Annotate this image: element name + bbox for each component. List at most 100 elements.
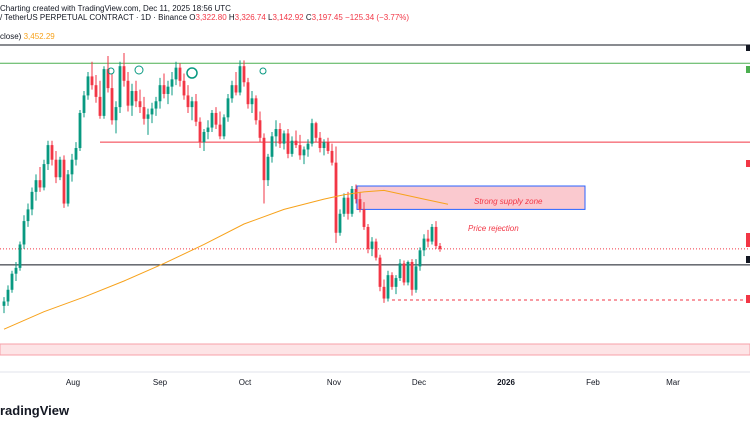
x-tick-label: Dec	[412, 378, 426, 387]
candle-up	[322, 142, 326, 149]
candle-up	[270, 136, 274, 157]
candle-down	[426, 238, 430, 242]
candle-down	[374, 241, 378, 258]
candle-up	[118, 66, 122, 108]
supply-zone-group: Strong supply zone Price rejection	[356, 185, 586, 233]
candle-up	[422, 238, 426, 251]
candle-down	[138, 101, 142, 108]
candle-up	[342, 197, 346, 214]
candle-up	[146, 114, 150, 119]
candle-up	[14, 267, 18, 274]
price-rejection-label: Price rejection	[468, 224, 519, 233]
candle-down	[362, 209, 366, 227]
candle-up	[70, 159, 74, 175]
candle-up	[102, 69, 106, 116]
candle-down	[142, 107, 146, 119]
candle-down	[162, 85, 166, 94]
candle-down	[246, 82, 250, 105]
candle-up	[66, 174, 70, 204]
candle-down	[358, 199, 362, 210]
candle-up	[166, 86, 170, 94]
right-axis-marks	[746, 45, 750, 303]
demand-zone[interactable]	[0, 343, 750, 356]
candle-up	[114, 107, 118, 121]
candle-up	[150, 108, 154, 115]
x-tick-label: Nov	[327, 378, 341, 387]
candle-up	[170, 79, 174, 87]
ohlc-open-label: O	[189, 13, 196, 22]
candle-down	[50, 145, 54, 160]
candle-up	[10, 273, 14, 290]
candle-down	[318, 137, 322, 149]
candle-down	[54, 159, 58, 178]
time-axis[interactable]: Aug Sep Oct Nov Dec 2026 Feb Mar	[66, 378, 680, 387]
candle-up	[58, 159, 62, 178]
candle-up	[202, 131, 206, 143]
candle-down	[294, 140, 298, 146]
tradingview-logo: radingView	[0, 403, 70, 418]
top-markers	[107, 65, 267, 79]
supply-zone[interactable]	[356, 185, 586, 210]
candle-up	[46, 145, 50, 165]
candle-up	[26, 209, 30, 222]
candle-down	[38, 180, 42, 188]
candle-down	[354, 188, 358, 200]
x-tick-label: Sep	[153, 378, 168, 387]
candle-down	[214, 112, 218, 125]
candle-up	[6, 289, 10, 302]
candle-up	[418, 250, 422, 267]
candle-down	[346, 197, 350, 214]
candle-up	[74, 148, 78, 160]
candle-up	[394, 278, 398, 287]
candle-down	[126, 80, 130, 106]
candle-up	[2, 301, 6, 306]
candle-up	[154, 101, 158, 109]
candle-up	[174, 67, 178, 80]
candle-down	[134, 91, 138, 102]
candle-down	[242, 66, 246, 83]
candle-up	[18, 244, 22, 268]
candle-up	[310, 123, 314, 144]
candle-down	[262, 137, 266, 181]
candle-down	[110, 88, 114, 121]
moving-average-line	[3, 189, 449, 330]
ohlc-low-value: 3,142.92	[272, 13, 304, 22]
ma-legend[interactable]: close) 3,452.29	[0, 32, 55, 41]
candle-down	[94, 85, 98, 97]
symbol-text: / TetherUS PERPETUAL CONTRACT · 1D · Bin…	[0, 13, 188, 22]
ohlc-close-label: C	[305, 13, 312, 22]
candle-down	[434, 226, 438, 246]
candle-up	[210, 112, 214, 128]
candle-up	[82, 95, 86, 113]
candle-up	[406, 262, 410, 283]
candle-up	[222, 117, 226, 137]
candle-up	[158, 85, 162, 102]
candle-down	[382, 286, 386, 299]
ma-value: 3,452.29	[23, 32, 55, 41]
candle-down	[254, 98, 258, 121]
candle-down	[278, 129, 282, 144]
candle-up	[370, 241, 374, 249]
supply-zone-label: Strong supply zone	[474, 197, 543, 206]
ohlc-open-value: 3,322.80	[195, 13, 227, 22]
x-tick-label: 2026	[497, 378, 515, 387]
candle-down	[330, 150, 334, 163]
candle-up	[30, 191, 34, 210]
candle-down	[390, 275, 394, 287]
candle-down	[410, 262, 414, 290]
candle-up	[130, 91, 134, 106]
candle-up	[34, 180, 38, 192]
candle-down	[122, 66, 126, 81]
candle-up	[238, 66, 242, 93]
candles	[2, 53, 442, 314]
ohlc-high-value: 3,326.74	[234, 13, 266, 22]
candle-down	[366, 226, 370, 249]
candle-up	[206, 127, 210, 132]
x-tick-label: Oct	[239, 378, 252, 387]
ohlc-high-label: H	[228, 13, 235, 22]
candle-down	[438, 245, 442, 249]
candle-down	[258, 120, 262, 138]
candle-down	[198, 121, 202, 143]
candle-up	[398, 263, 402, 279]
